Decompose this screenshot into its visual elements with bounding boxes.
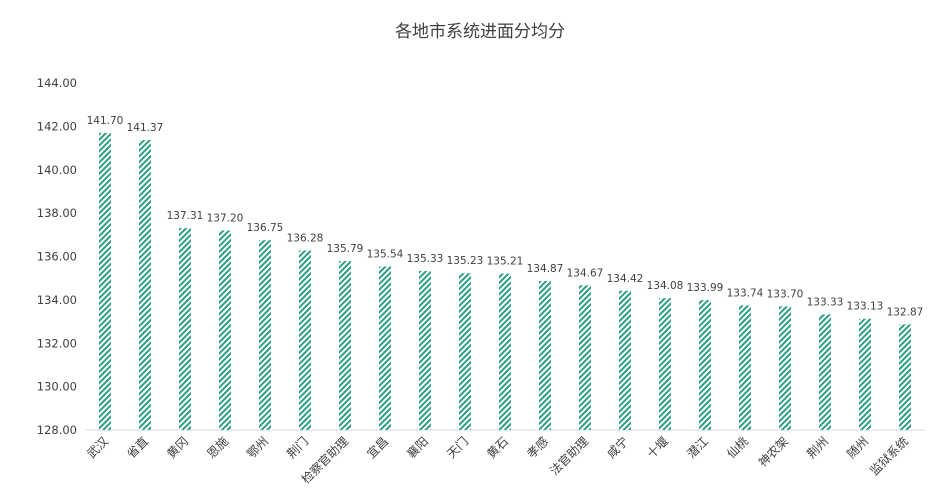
bar bbox=[779, 306, 791, 430]
category-label: 仙桃 bbox=[724, 434, 752, 462]
data-label: 133.99 bbox=[687, 282, 724, 294]
y-tick-label: 130.00 bbox=[37, 380, 77, 394]
data-label: 134.87 bbox=[527, 263, 564, 275]
category-label: 武汉 bbox=[84, 434, 111, 461]
data-label: 141.37 bbox=[127, 122, 164, 134]
category-label: 襄阳 bbox=[404, 434, 432, 462]
data-label: 137.20 bbox=[207, 212, 244, 224]
bar bbox=[899, 324, 911, 430]
data-label: 135.33 bbox=[407, 253, 444, 265]
category-label: 天门 bbox=[444, 434, 472, 462]
bar bbox=[99, 132, 111, 430]
category-label: 宜昌 bbox=[364, 434, 392, 462]
category-label: 恩施 bbox=[204, 434, 231, 461]
bar bbox=[379, 266, 391, 430]
category-label: 孝感 bbox=[524, 434, 552, 462]
y-tick-label: 132.00 bbox=[37, 336, 77, 350]
data-label: 133.74 bbox=[727, 288, 764, 300]
y-axis-ticks: 128.00 130.00 132.00 134.00 136.00 138.00 140.… bbox=[37, 76, 77, 437]
bars bbox=[99, 132, 911, 430]
bar bbox=[339, 261, 351, 430]
bar bbox=[859, 318, 871, 430]
y-tick-label: 142.00 bbox=[37, 119, 77, 133]
bar bbox=[539, 281, 551, 430]
data-label: 133.70 bbox=[767, 288, 804, 300]
bar bbox=[499, 273, 511, 430]
data-label: 134.42 bbox=[607, 273, 644, 285]
category-label: 荆门 bbox=[284, 434, 312, 462]
data-label: 135.23 bbox=[447, 255, 484, 267]
y-tick-label: 128.00 bbox=[37, 423, 77, 437]
data-label: 135.21 bbox=[487, 256, 524, 268]
bar bbox=[299, 250, 311, 430]
bar bbox=[459, 273, 471, 430]
category-labels: 武汉 省直 黄冈 恩施 鄂州 荆门检察官助理 宜昌 襄阳 天门 黄石 孝感法官助理 咸宁 十堰 潜江 仙桃神… bbox=[84, 434, 911, 487]
bar bbox=[619, 290, 631, 430]
category-label: 神农架 bbox=[756, 434, 791, 469]
bar bbox=[819, 314, 831, 430]
data-label: 137.31 bbox=[167, 210, 204, 222]
data-label: 135.79 bbox=[327, 243, 364, 255]
category-label: 省直 bbox=[124, 434, 151, 461]
bar bbox=[699, 300, 711, 430]
bar bbox=[739, 305, 751, 430]
category-label: 咸宁 bbox=[604, 434, 632, 462]
category-label: 鄂州 bbox=[244, 434, 271, 461]
data-label: 141.70 bbox=[87, 115, 124, 127]
data-label: 133.13 bbox=[847, 301, 884, 313]
y-tick-label: 138.00 bbox=[37, 206, 77, 220]
bar bbox=[219, 230, 231, 430]
y-tick-label: 140.00 bbox=[37, 163, 77, 177]
bar bbox=[579, 285, 591, 430]
y-tick-label: 136.00 bbox=[37, 250, 77, 264]
category-label: 荆州 bbox=[804, 434, 831, 461]
category-label: 随州 bbox=[844, 434, 872, 462]
bar bbox=[139, 140, 151, 430]
category-label: 黄冈 bbox=[164, 434, 191, 461]
bar bbox=[659, 298, 671, 430]
category-label: 监狱系统 bbox=[867, 434, 911, 478]
category-label: 潜江 bbox=[684, 434, 711, 461]
data-label: 134.67 bbox=[567, 267, 604, 279]
data-label: 135.54 bbox=[367, 248, 404, 260]
data-label: 133.33 bbox=[807, 296, 844, 308]
y-tick-label: 144.00 bbox=[37, 76, 77, 90]
bar bbox=[419, 271, 431, 430]
bar bbox=[179, 228, 191, 430]
category-label: 十堰 bbox=[644, 434, 671, 461]
bar bbox=[259, 240, 271, 430]
data-label: 132.87 bbox=[887, 306, 924, 318]
data-label: 136.75 bbox=[247, 222, 284, 234]
data-label: 134.08 bbox=[647, 280, 684, 292]
category-label: 法官助理 bbox=[547, 434, 592, 479]
y-tick-label: 134.00 bbox=[37, 293, 77, 307]
data-label: 136.28 bbox=[287, 232, 324, 244]
chart-title: 各地市系统进面分均分 bbox=[395, 22, 565, 42]
category-label: 黄石 bbox=[484, 434, 511, 461]
